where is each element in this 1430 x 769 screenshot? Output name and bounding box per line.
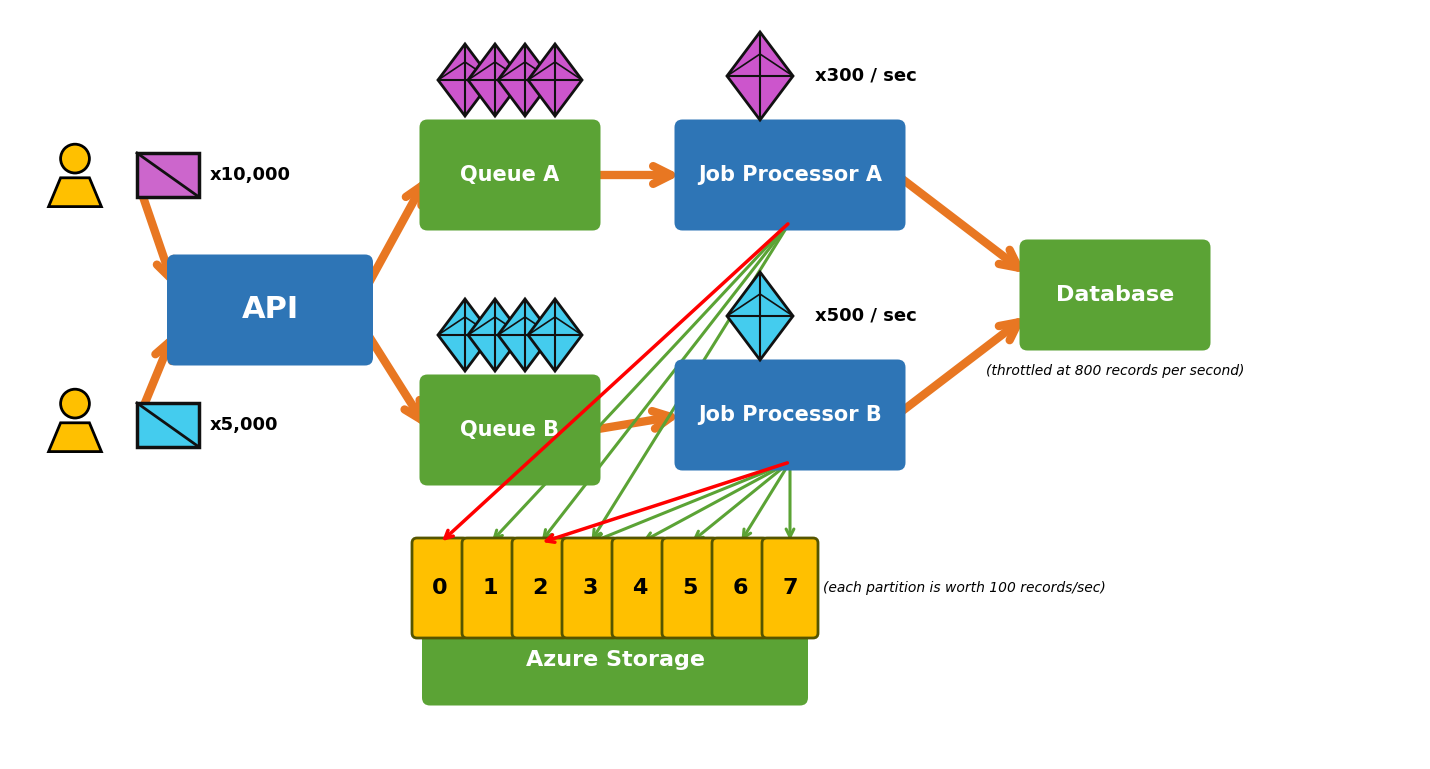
FancyBboxPatch shape [512,538,568,638]
Text: Azure Storage: Azure Storage [525,650,705,670]
Text: API: API [242,295,299,325]
Polygon shape [438,44,492,116]
Bar [137,403,199,447]
Polygon shape [498,44,552,116]
Text: 3: 3 [582,578,598,598]
Polygon shape [498,299,552,371]
Text: x5,000: x5,000 [210,416,279,434]
FancyBboxPatch shape [612,538,668,638]
Text: Job Processor B: Job Processor B [698,405,882,425]
FancyBboxPatch shape [419,119,601,231]
FancyBboxPatch shape [412,538,468,638]
Text: Job Processor A: Job Processor A [698,165,882,185]
Polygon shape [528,299,582,371]
Polygon shape [438,299,492,371]
FancyBboxPatch shape [562,538,618,638]
Text: 5: 5 [682,578,698,598]
Polygon shape [468,44,522,116]
Text: x10,000: x10,000 [210,166,290,184]
FancyBboxPatch shape [675,119,905,231]
FancyBboxPatch shape [167,255,373,365]
Text: 7: 7 [782,578,798,598]
Polygon shape [528,44,582,116]
Text: (each partition is worth 100 records/sec): (each partition is worth 100 records/sec… [824,581,1105,595]
FancyBboxPatch shape [422,614,808,705]
FancyBboxPatch shape [662,538,718,638]
Polygon shape [726,32,794,120]
FancyBboxPatch shape [419,375,601,485]
FancyBboxPatch shape [762,538,818,638]
Text: 4: 4 [632,578,648,598]
FancyBboxPatch shape [462,538,518,638]
Polygon shape [49,423,102,451]
Text: x300 / sec: x300 / sec [815,67,917,85]
Polygon shape [726,272,794,360]
FancyBboxPatch shape [675,359,905,471]
Circle shape [60,145,90,173]
Polygon shape [49,178,102,207]
Text: x500 / sec: x500 / sec [815,307,917,325]
Text: 6: 6 [732,578,748,598]
Text: 0: 0 [432,578,448,598]
Text: Queue B: Queue B [460,420,559,440]
Text: 2: 2 [532,578,548,598]
Bar [137,153,199,197]
Text: Database: Database [1055,285,1174,305]
Polygon shape [468,299,522,371]
FancyBboxPatch shape [712,538,768,638]
Circle shape [60,389,90,418]
Text: Queue A: Queue A [460,165,559,185]
Text: 1: 1 [482,578,498,598]
Text: (throttled at 800 records per second): (throttled at 800 records per second) [985,364,1244,378]
FancyBboxPatch shape [1020,239,1211,351]
